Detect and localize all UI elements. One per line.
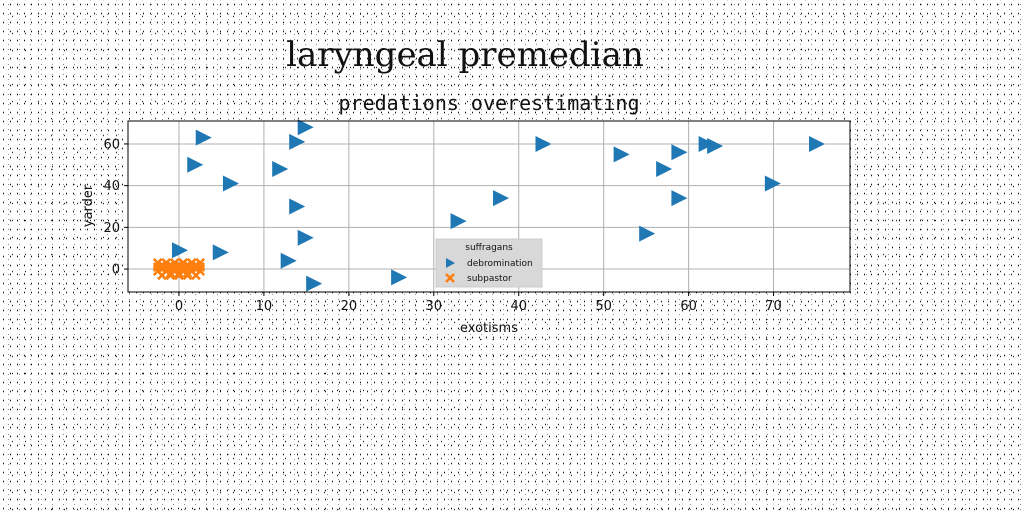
point-debromination [707, 138, 724, 155]
plot-frame [127, 120, 851, 293]
point-subpastor [191, 264, 201, 274]
point-subpastor [165, 268, 176, 279]
x-tick-label: 50 [595, 299, 612, 314]
point-debromination [272, 160, 289, 177]
point-debromination [289, 198, 306, 215]
x-tick-label: 20 [341, 299, 358, 314]
gridlines [128, 121, 850, 292]
x-tick-label: 30 [426, 299, 443, 314]
legend: suffragans debromination subpastor [435, 238, 543, 288]
point-debromination [493, 190, 510, 207]
point-debromination [535, 135, 552, 152]
point-debromination [187, 156, 204, 173]
point-debromination [450, 213, 467, 230]
point-debromination [671, 190, 688, 207]
legend-marker-debromination [446, 258, 455, 268]
point-debromination [809, 135, 826, 152]
legend-marker-subpastor [445, 273, 455, 283]
y-tick-label: 60 [103, 137, 120, 152]
legend-label-debromination: debromination [467, 259, 533, 269]
point-debromination [698, 135, 715, 152]
point-debromination [764, 175, 781, 192]
point-debromination [280, 252, 297, 269]
point-debromination [306, 275, 323, 292]
x-tick-label: 70 [765, 299, 782, 314]
x-axis-label: exotisms [460, 321, 518, 336]
data-marks [152, 119, 826, 292]
point-debromination [671, 144, 688, 161]
y-tick-label: 20 [103, 221, 120, 236]
x-tick-label: 10 [256, 299, 273, 314]
axis-ticks: 0 10 20 30 40 50 60 70 0 20 40 60 [103, 137, 781, 314]
point-debromination [171, 242, 188, 259]
y-tick-label: 40 [103, 179, 120, 194]
point-debromination [639, 225, 656, 242]
point-debromination [212, 244, 229, 261]
point-subpastor [157, 264, 167, 274]
legend-label-subpastor: subpastor [467, 274, 512, 284]
point-debromination [391, 269, 408, 286]
point-debromination [297, 229, 314, 246]
figure-suptitle: laryngeal premedian [286, 35, 644, 75]
point-subpastor [182, 268, 193, 279]
point-debromination [195, 129, 212, 146]
point-debromination [222, 175, 239, 192]
y-tick-label: 0 [112, 263, 120, 278]
point-subpastor [174, 268, 184, 279]
point-debromination [289, 133, 306, 150]
legend-title: suffragans [465, 243, 513, 253]
point-debromination [297, 119, 314, 136]
point-debromination [656, 160, 673, 177]
x-tick-label: 40 [510, 299, 527, 314]
y-axis-label: yarder [81, 184, 96, 227]
point-debromination [613, 146, 630, 163]
axes-title: predations overestimating [338, 91, 639, 115]
x-tick-label: 0 [175, 299, 183, 314]
x-tick-label: 60 [680, 299, 697, 314]
